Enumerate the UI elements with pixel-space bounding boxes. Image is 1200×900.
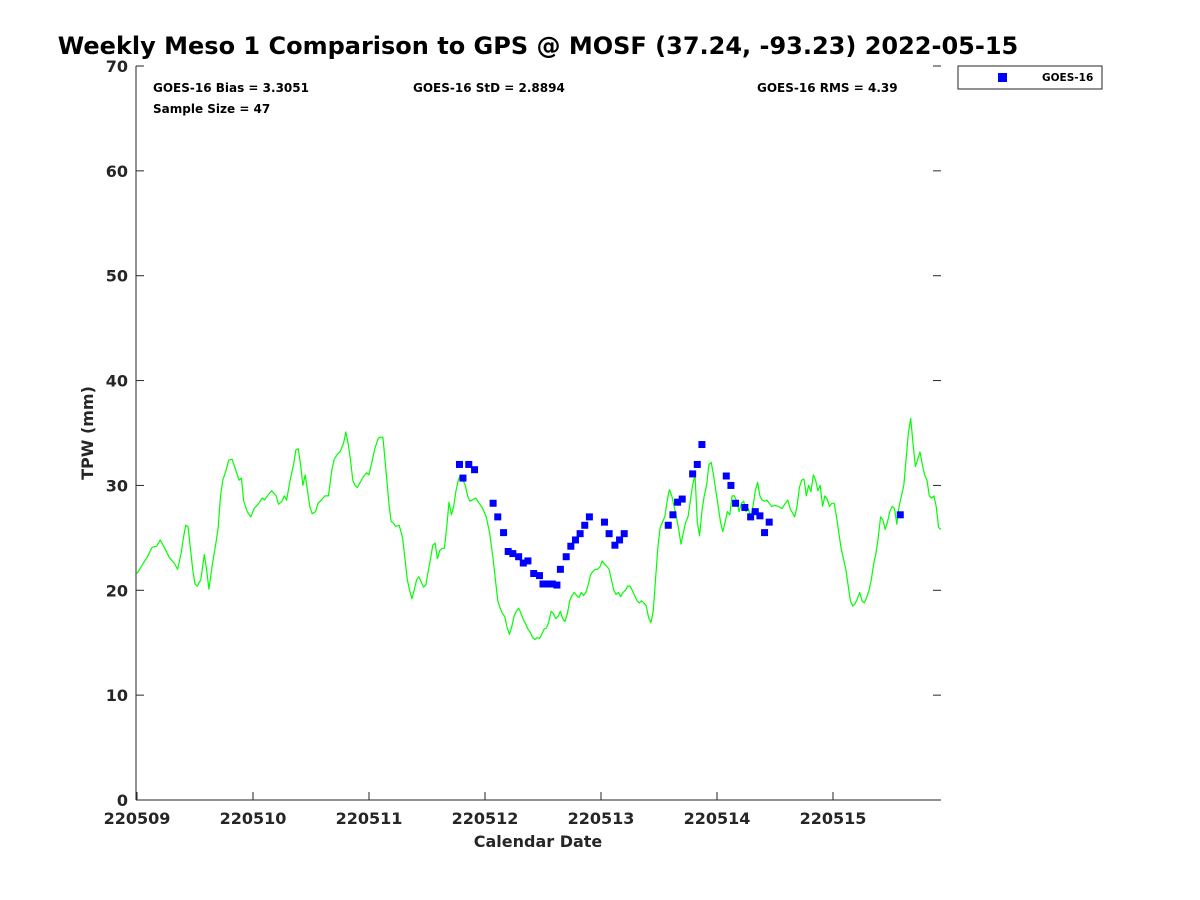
goes16-point	[494, 513, 502, 521]
goes16-point	[741, 503, 749, 511]
goes16-point	[616, 536, 624, 544]
stat-bias: GOES-16 Bias = 3.3051	[153, 81, 309, 95]
goes16-point	[556, 565, 564, 573]
goes16-point	[465, 460, 473, 468]
goes16-point	[678, 495, 686, 503]
goes16-point	[751, 508, 759, 516]
x-tick-label: 220513	[568, 809, 635, 828]
goes16-point	[539, 580, 547, 588]
goes16-point	[567, 542, 575, 550]
goes16-point	[553, 581, 561, 589]
y-tick-label: 10	[106, 686, 128, 705]
goes16-point	[530, 570, 538, 578]
goes16-point	[693, 460, 701, 468]
y-tick-layer: 0 10 20 30 40 50 60 70	[106, 57, 941, 810]
gps-line-layer	[136, 417, 942, 641]
goes16-point	[896, 511, 904, 519]
goes16-point	[605, 530, 613, 538]
goes16-point	[455, 460, 463, 468]
x-tick-label: 220509	[104, 809, 171, 828]
goes16-point	[600, 518, 608, 526]
goes16-point	[515, 553, 523, 561]
gps-tpw-line	[136, 417, 942, 641]
x-tick-label: 220514	[684, 809, 751, 828]
x-axis-label: Calendar Date	[474, 832, 603, 851]
x-tick-label: 220510	[220, 809, 287, 828]
goes16-point	[519, 559, 527, 567]
y-tick-label: 60	[106, 162, 128, 181]
goes16-point	[620, 530, 628, 538]
goes16-point	[761, 529, 769, 537]
goes16-point	[524, 557, 532, 565]
y-tick-label: 0	[117, 791, 128, 810]
y-axis-label: TPW (mm)	[78, 386, 97, 480]
stat-rms: GOES-16 RMS = 4.39	[757, 81, 898, 95]
y-tick-label: 30	[106, 476, 128, 495]
legend-marker-goes16	[998, 73, 1007, 82]
chart-title: Weekly Meso 1 Comparison to GPS @ MOSF (…	[58, 32, 1018, 60]
y-tick-label: 40	[106, 372, 128, 391]
goes16-point	[576, 530, 584, 538]
legend-box	[957, 65, 1103, 90]
legend-label-goes16: GOES-16	[1042, 72, 1093, 84]
goes16-point	[548, 580, 556, 588]
stat-sample-size: Sample Size = 47	[153, 102, 270, 116]
goes16-point	[698, 441, 706, 449]
goes16-point	[611, 541, 619, 549]
goes16-point	[509, 550, 517, 558]
legend: GOES-16	[957, 65, 1103, 90]
goes16-point	[500, 529, 508, 537]
goes16-point	[471, 466, 479, 474]
goes16-point	[571, 536, 579, 544]
goes16-point	[722, 472, 730, 480]
goes16-point	[581, 521, 589, 529]
goes16-point	[664, 521, 672, 529]
goes16-point	[765, 518, 773, 526]
x-tick-layer: 220509 220510 220511 220512 220513 220514 2205…	[104, 792, 867, 828]
goes16-point	[732, 499, 740, 507]
x-tick-label: 220512	[452, 809, 519, 828]
goes16-point	[536, 572, 544, 580]
y-tick-label: 20	[106, 581, 128, 600]
y-tick-label: 50	[106, 267, 128, 286]
goes16-point	[689, 470, 697, 478]
goes16-point	[727, 481, 735, 489]
goes16-point	[669, 511, 677, 519]
goes16-point	[459, 474, 467, 482]
x-tick-label: 220511	[336, 809, 403, 828]
y-tick-label: 70	[106, 57, 128, 76]
goes16-point	[489, 499, 497, 507]
goes16-marker-layer	[455, 441, 904, 589]
stat-std: GOES-16 StD = 2.8894	[413, 81, 565, 95]
x-tick-label: 220515	[800, 809, 867, 828]
goes16-point	[562, 553, 570, 561]
goes16-point	[756, 512, 764, 520]
goes16-point	[585, 513, 593, 521]
plot-area	[136, 66, 941, 800]
goes16-point	[544, 580, 552, 588]
goes16-point	[674, 498, 682, 506]
goes16-point	[747, 513, 755, 521]
goes16-point	[504, 547, 512, 555]
